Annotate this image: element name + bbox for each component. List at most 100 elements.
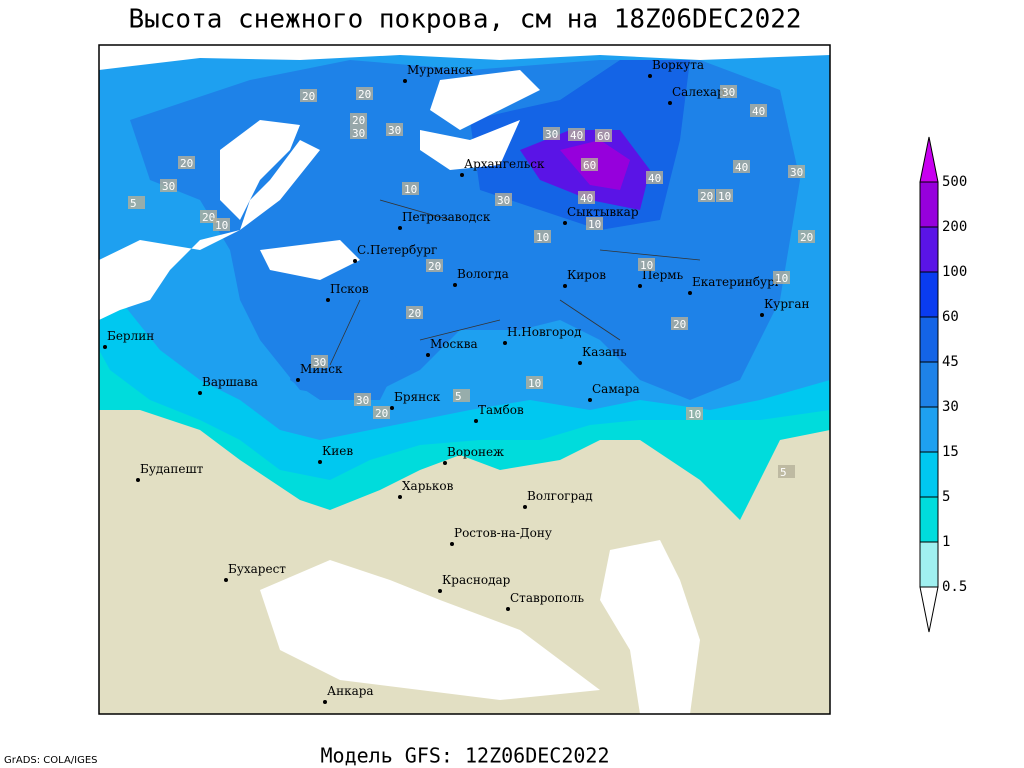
legend-label: 0.5 [942,579,967,595]
city-dot [296,378,300,382]
contour-label: 40 [580,192,593,205]
contour-label: 20 [408,307,421,320]
contour-label-bg [578,191,595,204]
contour-label: 20 [180,157,193,170]
contour-label: 5 [780,466,787,479]
contour-label: 20 [700,190,713,203]
color-bin [919,541,939,588]
city-label: Салехард [672,85,732,99]
legend-label: 30 [942,399,959,415]
city-dot [453,283,457,287]
contour-label-bg [300,89,317,102]
city-dot [103,345,107,349]
city-label: Ставрополь [510,591,584,605]
city-label: Н.Новгород [507,325,582,339]
city-label: Киев [322,444,353,458]
color-bin [919,361,939,408]
city-dot [563,221,567,225]
contour-label: 20 [375,407,388,420]
contour-label: 5 [455,390,462,403]
color-bin [919,136,939,183]
contour-label-bg [526,376,543,389]
city-label: Воркута [652,58,704,72]
contour-label: 30 [722,86,735,99]
contour-label-bg [716,189,733,202]
city-dot [318,460,322,464]
contour-label-bg [160,179,177,192]
city-dot [588,398,592,402]
city-label: Варшава [202,375,258,389]
city-label: Будапешт [140,462,204,476]
contour-label: 40 [648,172,661,185]
contour-label-bg [213,218,230,231]
contour-label: 30 [352,127,365,140]
legend-label: 5 [942,489,950,505]
contour-label-bg [733,160,750,173]
contour-label: 10 [536,231,549,244]
city-dot [326,298,330,302]
contour-label-bg [178,156,195,169]
legend-label: 100 [942,264,967,280]
city-label: Петрозаводск [402,210,491,224]
contour-label-bg [350,113,367,126]
city-dot [398,495,402,499]
contour-label-bg [798,230,815,243]
city-label: Вологда [457,267,509,281]
city-label: Минск [300,362,343,376]
contour-label: 30 [497,194,510,207]
city-label: Екатеринбург [692,275,781,289]
city-label: Псков [330,282,369,296]
legend-label: 1 [942,534,950,550]
city-dot [136,478,140,482]
city-label: Воронеж [447,445,504,459]
contour-label-bg [671,317,688,330]
city-label: Курган [764,297,809,311]
contour-label: 10 [640,259,653,272]
city-dot [506,607,510,611]
contour-label: 10 [775,272,788,285]
color-bin [919,181,939,228]
contour-label: 20 [358,88,371,101]
contour-label-bg [686,407,703,420]
color-bin [919,406,939,453]
title: Высота снежного покрова, см на 18Z06DEC2… [128,5,801,35]
city-dot [450,542,454,546]
city-dot [403,79,407,83]
contour-label-bg [426,259,443,272]
city-label: Брянск [394,390,441,404]
contour-label-bg [200,210,217,223]
color-bin [919,271,939,318]
city-label: Москва [430,337,478,351]
city-label: Архангельск [464,157,545,171]
city-label: Киров [567,268,606,282]
city-label: Волгоград [527,489,593,503]
color-bin [919,226,939,273]
contour-label-bg [453,389,470,402]
contour-label: 10 [404,183,417,196]
contour-label: 20 [800,231,813,244]
contour-label: 5 [130,197,137,210]
city-label: Самара [592,382,640,396]
map [99,45,830,714]
city-label: Берлин [107,329,154,343]
contour-label-bg [402,182,419,195]
contour-label: 30 [545,128,558,141]
contour-label-bg [128,196,145,209]
contour-label: 30 [356,394,369,407]
legend-label: 500 [942,174,967,190]
city-dot [474,419,478,423]
contour-label-bg [595,129,612,142]
city-label: Тамбов [478,403,524,417]
city-dot [523,505,527,509]
city-label: Ростов-на-Дону [454,526,552,540]
color-bin [919,586,939,633]
contour-label: 10 [588,218,601,231]
color-bin [919,496,939,543]
map-frame [98,44,831,715]
contour-label: 20 [302,90,315,103]
contour-label-bg [773,271,790,284]
contour-label: 30 [388,124,401,137]
city-dot [426,353,430,357]
city-label: Пермь [642,268,684,282]
